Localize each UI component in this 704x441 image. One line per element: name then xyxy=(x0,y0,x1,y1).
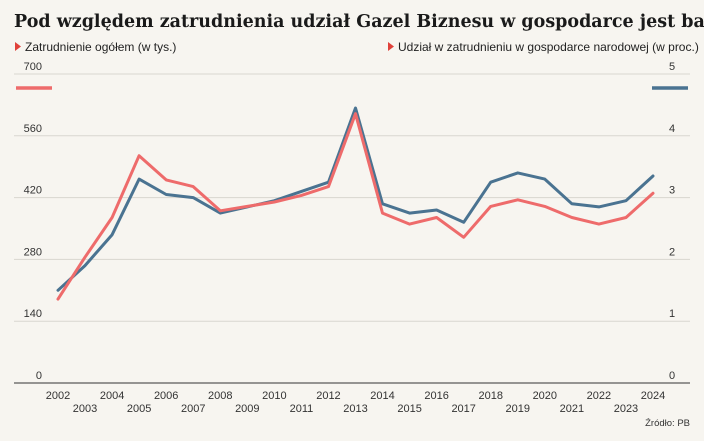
x-axis-tick-label: 2003 xyxy=(73,403,97,415)
x-axis-tick-label: 2017 xyxy=(451,403,475,415)
right-axis-tick-label: 2 xyxy=(669,246,675,258)
right-axis-tick-label: 4 xyxy=(669,123,675,135)
x-axis-tick-label: 2007 xyxy=(181,403,205,415)
left-axis-tick-label: 420 xyxy=(24,185,42,197)
legend-right-label: Udział w zatrudnieniu w gospodarce narod… xyxy=(398,40,699,54)
source-note: Źródło: PB xyxy=(645,418,690,429)
right-axis-ticks: 0 1 2 3 4 5 xyxy=(669,61,675,382)
x-axis-tick-label: 2004 xyxy=(100,390,124,402)
series-line-share xyxy=(56,106,655,292)
left-axis-tick-label: 280 xyxy=(24,246,42,258)
x-axis-tick-label: 2024 xyxy=(641,390,665,402)
x-axis-tick-label: 2015 xyxy=(397,403,421,415)
x-axis-tick-label: 2008 xyxy=(208,390,232,402)
chart-title: Pod względem zatrudnienia udział Gazel B… xyxy=(14,12,704,32)
left-axis-tick-label: 700 xyxy=(24,61,42,73)
right-axis-tick-label: 3 xyxy=(669,185,675,197)
x-axis-tick-label: 2016 xyxy=(424,390,448,402)
x-axis-tick-label: 2011 xyxy=(290,403,314,415)
x-axis-tick-label: 2012 xyxy=(316,390,340,402)
x-axis-tick-label: 2014 xyxy=(370,390,394,402)
right-axis-tick-label: 1 xyxy=(669,308,675,320)
x-axis-tick-label: 2010 xyxy=(262,390,286,402)
legend-left-arrow-icon xyxy=(15,42,21,51)
legend-right-arrow-icon xyxy=(388,42,394,51)
left-axis-tick-label: 560 xyxy=(24,123,42,135)
grid-lines xyxy=(14,73,690,384)
x-axis-tick-label: 2009 xyxy=(235,403,259,415)
x-axis-tick-label: 2005 xyxy=(127,403,151,415)
x-axis-tick-label: 2022 xyxy=(587,390,611,402)
legend-left-label: Zatrudnienie ogółem (w tys.) xyxy=(25,40,176,54)
right-axis-tick-label: 0 xyxy=(669,370,675,382)
series-lines xyxy=(56,106,655,301)
x-axis-tick-label: 2006 xyxy=(154,390,178,402)
x-axis-tick-label: 2023 xyxy=(614,403,638,415)
x-axis-tick-label: 2002 xyxy=(46,390,70,402)
left-axis-tick-label: 140 xyxy=(24,308,42,320)
x-axis-tick-label: 2021 xyxy=(560,403,584,415)
x-axis-tick-label: 2018 xyxy=(478,390,502,402)
series-line-employment xyxy=(56,112,655,301)
left-axis-ticks: 0 140 280 420 560 700 xyxy=(24,61,42,382)
x-axis-tick-label: 2019 xyxy=(506,403,530,415)
left-axis-tick-label: 0 xyxy=(36,370,42,382)
x-axis-tick-label: 2020 xyxy=(533,390,557,402)
right-axis-tick-label: 5 xyxy=(669,61,675,73)
x-axis-tick-label: 2013 xyxy=(343,403,367,415)
